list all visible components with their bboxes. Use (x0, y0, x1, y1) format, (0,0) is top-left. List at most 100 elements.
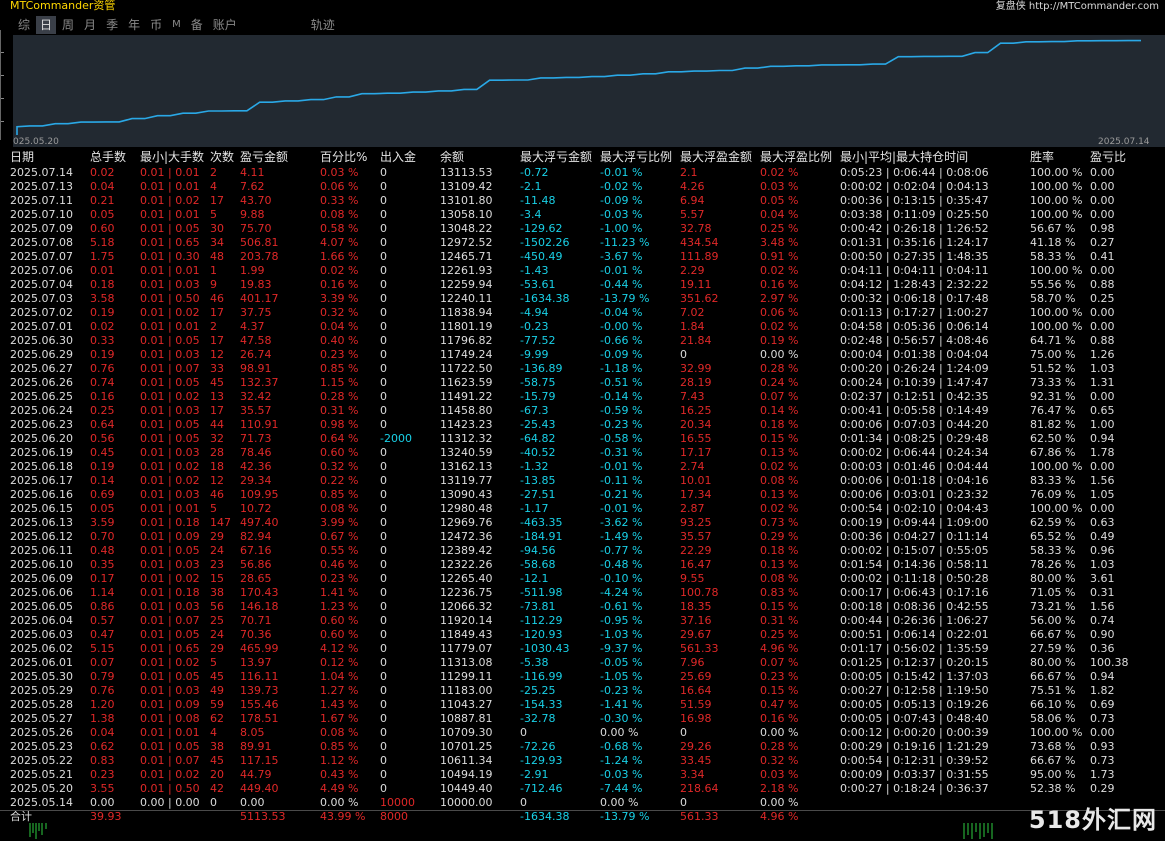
cell-hold-time: 0:00:05 | 0:07:43 | 0:48:40 (840, 712, 989, 725)
tab-8[interactable]: 备 (190, 18, 203, 32)
totals-row: 合计 39.93 5113.53 43.99 % 8000 -1634.38 -13.79 … (10, 810, 1160, 824)
table-row[interactable]: 2025.06.10 0.35 0.01 | 0.03 23 56.86 0.46 % 0 1… (10, 558, 1160, 572)
table-row[interactable]: 2025.07.06 0.01 0.01 | 0.01 1 1.99 0.02 % 0 122… (10, 264, 1160, 278)
header-hold-time[interactable]: 最小|平均|最大持仓时间 (840, 150, 969, 164)
table-row[interactable]: 2025.06.29 0.19 0.01 | 0.03 12 26.74 0.23 % 0 1… (10, 348, 1160, 362)
header-min-max-lots[interactable]: 最小|大手数 (140, 150, 205, 164)
table-row[interactable]: 2025.06.04 0.57 0.01 | 0.07 25 70.71 0.60 % 0 1… (10, 614, 1160, 628)
cell-deposit: 0 (380, 572, 387, 585)
table-row[interactable]: 2025.07.14 0.02 0.01 | 0.01 2 4.11 0.03 % 0 131… (10, 166, 1160, 180)
table-row[interactable]: 2025.05.29 0.76 0.01 | 0.03 49 139.73 1.27 % 0… (10, 684, 1160, 698)
cell-max-float-loss: -463.35 (520, 516, 563, 529)
table-row[interactable]: 2025.06.09 0.17 0.01 | 0.02 15 28.65 0.23 % 0 1… (10, 572, 1160, 586)
tab-4[interactable]: 季 (106, 18, 119, 32)
cell-date: 2025.06.02 (10, 642, 73, 655)
table-row[interactable]: 2025.06.27 0.76 0.01 | 0.07 33 98.91 0.85 % 0 1… (10, 362, 1160, 376)
header-max-float-profit[interactable]: 最大浮盈金额 (680, 150, 753, 164)
cell-pnl: 70.71 (240, 614, 272, 627)
table-row[interactable]: 2025.06.11 0.48 0.01 | 0.05 24 67.16 0.55 % 0 1… (10, 544, 1160, 558)
table-row[interactable]: 2025.06.19 0.45 0.01 | 0.03 28 78.46 0.60 % 0 1… (10, 446, 1160, 460)
cell-max-float-loss: -58.68 (520, 558, 556, 571)
total-date: 合计 (10, 810, 32, 823)
table-row[interactable]: 2025.06.06 1.14 0.01 | 0.18 38 170.43 1.41 % 0… (10, 586, 1160, 600)
table-row[interactable]: 2025.06.12 0.70 0.01 | 0.09 29 82.94 0.67 % 0 1… (10, 530, 1160, 544)
cell-max-float-loss: -2.91 (520, 768, 549, 781)
tab-7[interactable]: M (172, 19, 181, 30)
header-pnl[interactable]: 盈亏金额 (240, 150, 289, 164)
tab-10[interactable]: 轨迹 (310, 18, 335, 32)
table-row[interactable]: 2025.06.13 3.59 0.01 | 0.18 147 497.40 3.99 %… (10, 516, 1160, 530)
table-row[interactable]: 2025.05.23 0.62 0.01 | 0.05 38 89.91 0.85 % 0 1… (10, 740, 1160, 754)
table-row[interactable]: 2025.06.03 0.47 0.01 | 0.05 24 70.36 0.60 % 0 1… (10, 628, 1160, 642)
table-row[interactable]: 2025.06.02 5.15 0.01 | 0.65 29 465.99 4.12 % 0… (10, 642, 1160, 656)
header-max-float-loss[interactable]: 最大浮亏金额 (520, 150, 593, 164)
table-row[interactable]: 2025.06.26 0.74 0.01 | 0.05 45 132.37 1.15 % 0… (10, 376, 1160, 390)
cell-min-max-lots: 0.01 | 0.09 (140, 698, 200, 711)
header-pct[interactable]: 百分比% (320, 150, 368, 164)
cell-pl-ratio: 0.63 (1090, 516, 1115, 529)
cell-max-float-loss-pct: -0.77 % (600, 544, 643, 557)
table-row[interactable]: 2025.07.09 0.60 0.01 | 0.05 30 75.70 0.58 % 0 1… (10, 222, 1160, 236)
table-row[interactable]: 2025.07.01 0.02 0.01 | 0.01 2 4.37 0.04 % 0 118… (10, 320, 1160, 334)
table-row[interactable]: 2025.06.01 0.07 0.01 | 0.02 5 13.97 0.12 % 0 11… (10, 656, 1160, 670)
cell-pct: 0.67 % (320, 530, 359, 543)
tab-3[interactable]: 月 (84, 18, 97, 32)
cell-max-float-profit-pct: 0.03 % (760, 180, 799, 193)
cell-hold-time: 0:01:34 | 0:08:25 | 0:29:48 (840, 432, 989, 445)
tab-2[interactable]: 周 (62, 18, 75, 32)
cell-total-lots: 0.33 (90, 334, 115, 347)
cell-min-max-lots: 0.01 | 0.02 (140, 656, 200, 669)
table-row[interactable]: 2025.07.08 5.18 0.01 | 0.65 34 506.81 4.07 % 0… (10, 236, 1160, 250)
table-row[interactable]: 2025.06.30 0.33 0.01 | 0.05 17 47.58 0.40 % 0 1… (10, 334, 1160, 348)
table-row[interactable]: 2025.05.30 0.79 0.01 | 0.05 45 116.11 1.04 % 0… (10, 670, 1160, 684)
tab-6[interactable]: 币 (150, 18, 163, 32)
table-row[interactable]: 2025.06.25 0.16 0.01 | 0.02 13 32.42 0.28 % 0 1… (10, 390, 1160, 404)
header-balance[interactable]: 余额 (440, 150, 465, 164)
table-row[interactable]: 2025.07.02 0.19 0.01 | 0.02 17 37.75 0.32 % 0 1… (10, 306, 1160, 320)
table-row[interactable]: 2025.05.27 1.38 0.01 | 0.08 62 178.51 1.67 % 0… (10, 712, 1160, 726)
table-row[interactable]: 2025.07.03 3.58 0.01 | 0.50 46 401.17 3.39 % 0… (10, 292, 1160, 306)
cell-hold-time: 0:03:38 | 0:11:09 | 0:25:50 (840, 208, 989, 221)
cell-pnl: 35.57 (240, 404, 272, 417)
header-count[interactable]: 次数 (210, 150, 235, 164)
header-win-rate[interactable]: 胜率 (1030, 150, 1055, 164)
header-max-float-profit-pct[interactable]: 最大浮盈比例 (760, 150, 833, 164)
tab-0[interactable]: 综 (18, 18, 31, 32)
table-row[interactable]: 2025.06.23 0.64 0.01 | 0.05 44 110.91 0.98 % 0… (10, 418, 1160, 432)
table-row[interactable]: 2025.05.14 0.00 0.00 | 0.00 0 0.00 0.00 % 1000… (10, 796, 1160, 810)
table-row[interactable]: 2025.05.26 0.04 0.01 | 0.01 4 8.05 0.08 % 0 107… (10, 726, 1160, 740)
cell-pct: 0.28 % (320, 390, 359, 403)
credit-link[interactable]: 复盘侠 http://MTCommander.com (995, 1, 1159, 12)
table-row[interactable]: 2025.06.17 0.14 0.01 | 0.02 12 29.34 0.22 % 0 1… (10, 474, 1160, 488)
header-date[interactable]: 日期 (10, 150, 35, 164)
cell-deposit: 0 (380, 334, 387, 347)
table-row[interactable]: 2025.06.18 0.19 0.01 | 0.02 18 42.36 0.32 % 0 1… (10, 460, 1160, 474)
cell-max-float-loss-pct: -0.58 % (600, 432, 643, 445)
tab-1[interactable]: 日 (36, 16, 57, 34)
cell-balance: 12969.76 (440, 516, 493, 529)
table-row[interactable]: 2025.07.10 0.05 0.01 | 0.01 5 9.88 0.08 % 0 130… (10, 208, 1160, 222)
table-row[interactable]: 2025.06.15 0.05 0.01 | 0.01 5 10.72 0.08 % 0 12… (10, 502, 1160, 516)
table-row[interactable]: 2025.07.07 1.75 0.01 | 0.30 48 203.78 1.66 % 0… (10, 250, 1160, 264)
table-row[interactable]: 2025.05.22 0.83 0.01 | 0.07 45 117.15 1.12 % 0… (10, 754, 1160, 768)
header-total-lots[interactable]: 总手数 (90, 150, 127, 164)
cell-max-float-loss: -116.99 (520, 670, 563, 683)
table-row[interactable]: 2025.06.20 0.56 0.01 | 0.05 32 71.73 0.64 % -2… (10, 432, 1160, 446)
table-row[interactable]: 2025.05.21 0.23 0.01 | 0.02 20 44.79 0.43 % 0 1… (10, 768, 1160, 782)
table-row[interactable]: 2025.07.13 0.04 0.01 | 0.01 4 7.62 0.06 % 0 131… (10, 180, 1160, 194)
tab-5[interactable]: 年 (128, 18, 141, 32)
table-row[interactable]: 2025.05.28 1.20 0.01 | 0.09 59 155.46 1.43 % 0… (10, 698, 1160, 712)
table-row[interactable]: 2025.07.11 0.21 0.01 | 0.02 17 43.70 0.33 % 0 1… (10, 194, 1160, 208)
table-row[interactable]: 2025.06.24 0.25 0.01 | 0.03 17 35.57 0.31 % 0 1… (10, 404, 1160, 418)
header-max-float-loss-pct[interactable]: 最大浮亏比例 (600, 150, 673, 164)
header-deposit[interactable]: 出入金 (380, 150, 417, 164)
table-row[interactable]: 2025.05.20 3.55 0.01 | 0.50 42 449.40 4.49 % 0… (10, 782, 1160, 796)
app-title: MTCommander资管 (10, 0, 116, 12)
cell-deposit: 0 (380, 208, 387, 221)
table-row[interactable]: 2025.06.16 0.69 0.01 | 0.03 46 109.95 0.85 % 0… (10, 488, 1160, 502)
header-pl-ratio[interactable]: 盈亏比 (1090, 150, 1127, 164)
tab-9[interactable]: 账户 (212, 18, 237, 32)
table-row[interactable]: 2025.06.05 0.86 0.01 | 0.03 56 146.18 1.23 % 0… (10, 600, 1160, 614)
cell-max-float-profit: 5.57 (680, 208, 705, 221)
table-row[interactable]: 2025.07.04 0.18 0.01 | 0.03 9 19.83 0.16 % 0 12… (10, 278, 1160, 292)
